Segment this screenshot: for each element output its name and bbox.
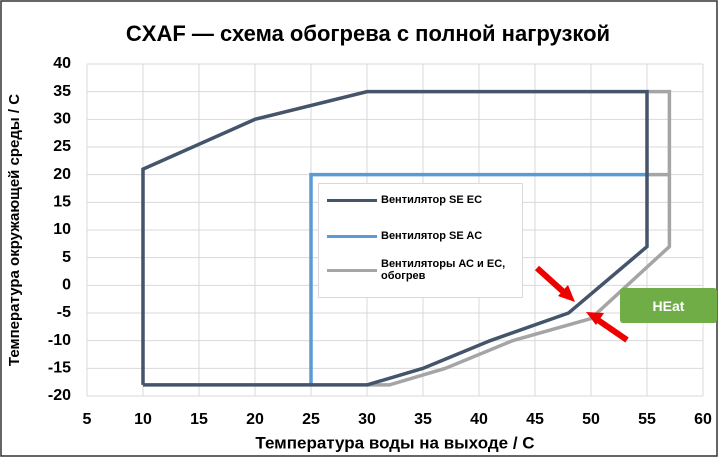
legend-label: Вентиляторы АС и ЕС, обогрев <box>381 258 506 282</box>
y-tick-label: -20 <box>48 387 71 404</box>
x-axis-label: Температура воды на выходе / С <box>255 433 534 452</box>
legend-item: Вентилятор SE EC <box>327 194 511 206</box>
y-axis-label: Температура окружающей среды / С <box>6 94 23 366</box>
y-tick-label: 35 <box>53 83 71 100</box>
y-tick-label: 15 <box>53 194 71 211</box>
y-tick-label: 40 <box>53 55 71 72</box>
y-tick-label: -10 <box>48 332 71 349</box>
y-tick-label: 30 <box>53 111 71 128</box>
x-tick-label: 60 <box>694 411 712 428</box>
legend-swatch <box>327 268 377 272</box>
x-tick-label: 5 <box>83 411 92 428</box>
series-line <box>309 172 647 385</box>
legend-swatch <box>327 234 377 238</box>
legend: Вентилятор SE EC Вентилятор SE AC Вентилят… <box>318 183 523 298</box>
y-tick-label: 10 <box>53 221 71 238</box>
legend-swatch <box>327 198 377 202</box>
legend-label: Вентилятор SE EC <box>381 194 483 206</box>
x-tick-label: 40 <box>470 411 488 428</box>
x-tick-label: 30 <box>358 411 376 428</box>
y-tick-label: 5 <box>62 249 71 266</box>
y-tick-label: -15 <box>48 360 71 377</box>
chart-title: CXAF — схема обогрева с полной нагрузкой <box>126 21 610 46</box>
y-tick-label: 0 <box>62 277 71 294</box>
x-tick-label: 35 <box>414 411 432 428</box>
series-line <box>367 89 672 387</box>
x-tick-label: 50 <box>582 411 600 428</box>
x-tick-label: 20 <box>246 411 264 428</box>
x-tick-label: 25 <box>302 411 320 428</box>
series-line <box>141 89 649 387</box>
y-tick-label: -5 <box>57 304 71 321</box>
arrows <box>534 265 629 343</box>
y-tick-label: 25 <box>53 138 71 155</box>
x-tick-label: 55 <box>638 411 656 428</box>
x-tick-label: 15 <box>190 411 208 428</box>
legend-label: Вентилятор SE AC <box>381 230 483 242</box>
x-tick-label: 45 <box>526 411 544 428</box>
x-tick-label: 10 <box>134 411 152 428</box>
y-tick-label: 20 <box>53 166 71 183</box>
legend-item: Вентилятор SE AC <box>327 230 511 242</box>
legend-item: Вентиляторы АС и ЕС, обогрев <box>327 258 511 282</box>
annotation: HEat <box>620 288 717 323</box>
